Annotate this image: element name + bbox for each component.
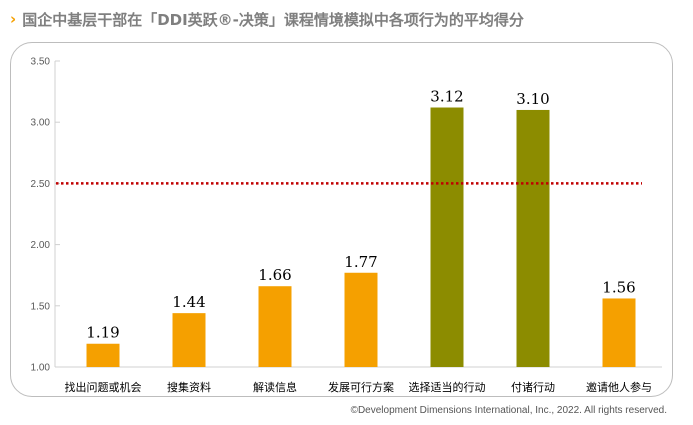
bar-4 (344, 272, 378, 367)
bar-6 (516, 109, 550, 368)
value-label: 3.10 (516, 90, 549, 108)
chart-title: 国企中基层干部在「DDI英跃®-决策」课程情境模拟中各项行为的平均得分 (22, 10, 524, 29)
y-axis: 1.00 1.50 2.00 2.50 3.00 3.50 (31, 57, 60, 374)
bar-7 (602, 298, 636, 367)
x-tick-label: 找出问题或机会 (65, 380, 142, 394)
value-label: 3.12 (430, 88, 463, 106)
y-tick-label: 3.00 (31, 118, 51, 129)
x-tick-label: 付诸行动 (511, 381, 555, 394)
x-tick-label: 搜集资料 (167, 380, 211, 394)
y-tick-label: 3.50 (31, 57, 51, 68)
value-label: 1.77 (344, 253, 377, 271)
chart-frame (10, 42, 673, 397)
x-tick-label: 邀请他人参与 (586, 380, 652, 394)
x-tick-label: 选择适当的行动 (409, 380, 486, 394)
value-label: 1.56 (602, 278, 635, 296)
value-label: 1.66 (258, 266, 291, 284)
bar-1 (86, 343, 120, 367)
x-tick-label: 解读信息 (253, 380, 297, 394)
value-labels: 1.19 1.44 1.66 1.77 3.12 3.10 1.56 (86, 88, 635, 342)
bar-3 (258, 286, 292, 367)
y-tick-label: 2.00 (31, 240, 51, 251)
chevron-right-icon: › (10, 10, 17, 28)
copyright-notice: ©Development Dimensions International, I… (350, 405, 667, 416)
bars (86, 107, 636, 368)
value-label: 1.19 (86, 324, 119, 342)
y-tick-label: 2.50 (31, 179, 51, 190)
y-tick-label: 1.50 (31, 301, 51, 312)
x-tick-label: 发展可行方案 (328, 380, 394, 394)
bar-5 (430, 107, 464, 368)
x-axis: 找出问题或机会 搜集资料 解读信息 发展可行方案 选择适当的行动 付诸行动 邀请他人参与 (55, 366, 662, 394)
value-label: 1.44 (172, 293, 205, 311)
bar-2 (172, 313, 206, 367)
chart-header: › 国企中基层干部在「DDI英跃®-决策」课程情境模拟中各项行为的平均得分 (10, 6, 524, 32)
y-tick-label: 1.00 (31, 363, 51, 374)
